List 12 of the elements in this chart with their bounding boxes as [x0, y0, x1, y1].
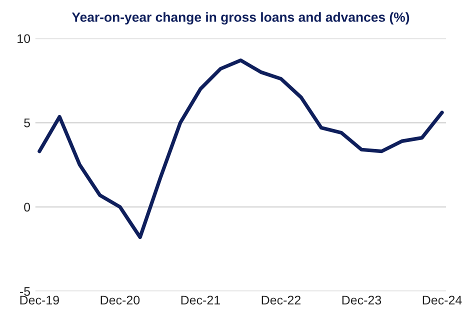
- x-tick-label: Dec-23: [342, 296, 382, 305]
- line-series: [38, 58, 444, 240]
- x-tick-label: Dec-24: [422, 296, 462, 305]
- y-tick-label: 10: [18, 34, 30, 44]
- y-tick-label: 0: [24, 202, 30, 212]
- y-tick-label: -5: [20, 287, 30, 296]
- x-tick-label: Dec-19: [20, 296, 59, 305]
- chart-title: Year-on-year change in gross loans and advances (%): [72, 12, 410, 25]
- x-tick-label: Dec-20: [100, 296, 140, 305]
- x-tick-label: Dec-21: [181, 296, 220, 305]
- x-tick-label: Dec-22: [262, 296, 300, 305]
- y-tick-label: 5: [24, 118, 30, 128]
